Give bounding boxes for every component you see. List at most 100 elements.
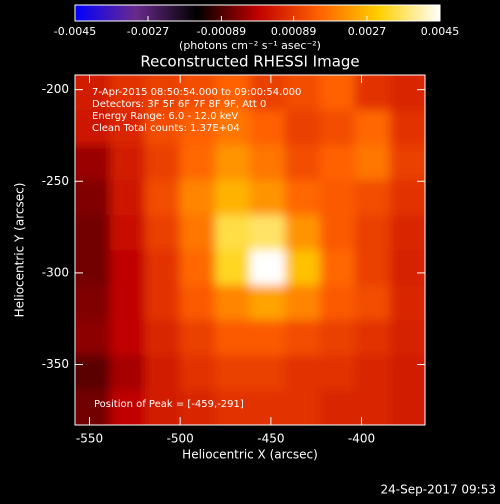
y-tick-label: -200 bbox=[42, 82, 69, 96]
footer: 24-Sep-2017 09:53 bbox=[381, 483, 496, 497]
image-cell bbox=[249, 355, 286, 391]
image-cell bbox=[249, 250, 286, 286]
image-cell bbox=[144, 250, 181, 286]
image-cell bbox=[354, 75, 391, 111]
image-cell bbox=[144, 145, 181, 181]
image-cell bbox=[75, 145, 111, 181]
image-cell bbox=[389, 145, 425, 181]
image bbox=[75, 75, 425, 425]
peak-label: Position of Peak = [-459,-291] bbox=[94, 399, 244, 410]
image-cell bbox=[249, 390, 286, 425]
x-tick-label: -550 bbox=[76, 432, 103, 446]
image-cell bbox=[109, 180, 146, 216]
image-cell bbox=[319, 390, 356, 425]
image-cell bbox=[249, 145, 286, 181]
image-cell bbox=[284, 180, 321, 216]
image-cell bbox=[214, 355, 251, 391]
image-cell bbox=[109, 145, 146, 181]
annotation: 7-Apr-2015 08:50:54.000 to 09:00:54.000 bbox=[92, 87, 301, 98]
colorbar-tick-label: -0.0027 bbox=[127, 25, 169, 38]
annotation: Clean Total counts: 1.37E+04 bbox=[92, 123, 240, 134]
colorbar-tick-label: 0.0027 bbox=[348, 25, 387, 38]
image-cell bbox=[214, 320, 251, 356]
image-cell bbox=[179, 320, 216, 356]
image-cell bbox=[75, 75, 111, 111]
image-cell bbox=[284, 390, 321, 425]
image-cell bbox=[109, 285, 146, 321]
image-cell bbox=[389, 285, 425, 321]
image-cell bbox=[75, 110, 111, 146]
image-cell bbox=[109, 320, 146, 356]
image-cell bbox=[144, 75, 181, 111]
annotation: Detectors: 3F 5F 6F 7F 8F 9F, Att 0 bbox=[92, 99, 266, 110]
image-cell bbox=[179, 110, 216, 146]
image-cell bbox=[179, 390, 216, 425]
image-cell bbox=[75, 320, 111, 356]
image-cell bbox=[354, 145, 391, 181]
image-cell bbox=[144, 110, 181, 146]
colorbar-tick-label: -0.0045 bbox=[54, 25, 96, 38]
image-cell bbox=[249, 215, 286, 251]
image-cell bbox=[389, 355, 425, 391]
image-cell bbox=[179, 180, 216, 216]
chart-title: Reconstructed RHESSI Image bbox=[140, 53, 359, 71]
image-cell bbox=[284, 215, 321, 251]
image-cell bbox=[179, 75, 216, 111]
image-cell bbox=[214, 390, 251, 425]
image-cell bbox=[249, 285, 286, 321]
x-axis-label: Heliocentric X (arcsec) bbox=[182, 448, 318, 462]
image-cell bbox=[319, 320, 356, 356]
image-cell bbox=[214, 145, 251, 181]
image-cell bbox=[75, 180, 111, 216]
image-cell bbox=[284, 355, 321, 391]
image-cell bbox=[389, 110, 425, 146]
image-cell bbox=[75, 390, 111, 425]
image-cell bbox=[179, 145, 216, 181]
image-cell bbox=[75, 285, 111, 321]
image-cell bbox=[319, 145, 356, 181]
colorbar-tick-label: 0.0045 bbox=[421, 25, 460, 38]
image-cell bbox=[109, 110, 146, 146]
image-cell bbox=[214, 215, 251, 251]
image-cell bbox=[144, 320, 181, 356]
image-cell bbox=[109, 355, 146, 391]
image-cell bbox=[354, 355, 391, 391]
image-cell bbox=[389, 215, 425, 251]
image-cell bbox=[354, 180, 391, 216]
image-cell bbox=[144, 390, 181, 425]
image-cell bbox=[214, 110, 251, 146]
image-cell bbox=[284, 320, 321, 356]
image-cell bbox=[249, 75, 286, 111]
image-cell bbox=[354, 285, 391, 321]
image-cell bbox=[109, 215, 146, 251]
image-cell bbox=[214, 250, 251, 286]
colorbar bbox=[74, 4, 441, 22]
image-cell bbox=[284, 285, 321, 321]
image-cell bbox=[109, 250, 146, 286]
colorbar-tick-label: 0.00089 bbox=[271, 25, 317, 38]
image-cell bbox=[144, 355, 181, 391]
image-cell bbox=[284, 110, 321, 146]
image-cell bbox=[109, 75, 146, 111]
image-cell bbox=[284, 145, 321, 181]
x-tick-label: -400 bbox=[348, 432, 375, 446]
image-cell bbox=[319, 180, 356, 216]
image-cell bbox=[354, 320, 391, 356]
image-cell bbox=[389, 390, 425, 425]
image-cell bbox=[354, 215, 391, 251]
image-cell bbox=[354, 250, 391, 286]
image-cell bbox=[249, 320, 286, 356]
y-tick-label: -300 bbox=[42, 265, 69, 279]
image-cell bbox=[179, 355, 216, 391]
colorbar-label: (photons cm⁻² s⁻¹ asec⁻²) bbox=[179, 39, 321, 52]
x-tick-label: -500 bbox=[167, 432, 194, 446]
image-cell bbox=[179, 215, 216, 251]
y-axis-label: Heliocentric Y (arcsec) bbox=[13, 183, 27, 318]
y-tick-label: -250 bbox=[42, 174, 69, 188]
image-cell bbox=[144, 215, 181, 251]
image-cell bbox=[214, 285, 251, 321]
image-cell bbox=[214, 180, 251, 216]
image-cell bbox=[75, 250, 111, 286]
image-cell bbox=[179, 250, 216, 286]
